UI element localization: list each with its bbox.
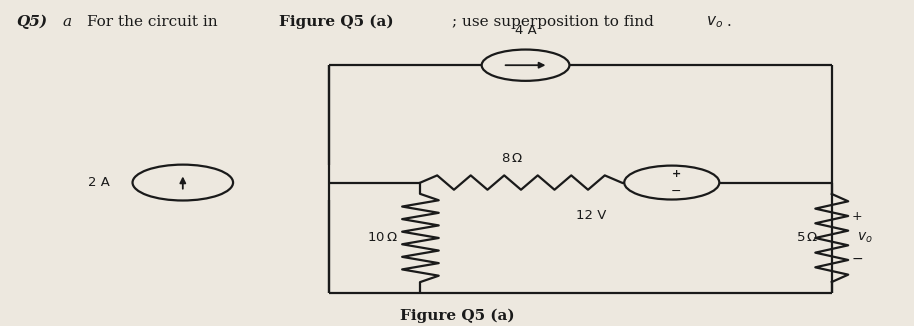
Text: −: − xyxy=(852,252,864,266)
Text: 12 V: 12 V xyxy=(576,209,606,222)
Text: Q5): Q5) xyxy=(16,15,48,29)
Text: 2 A: 2 A xyxy=(88,176,110,189)
Text: Figure Q5 (a): Figure Q5 (a) xyxy=(279,15,393,29)
Text: $10\,\Omega$: $10\,\Omega$ xyxy=(367,231,398,244)
Text: a: a xyxy=(62,15,71,29)
Text: 4 A: 4 A xyxy=(515,23,537,37)
Text: $8\,\Omega$: $8\,\Omega$ xyxy=(501,152,523,165)
Text: For the circuit in: For the circuit in xyxy=(87,15,222,29)
Text: $v_o$: $v_o$ xyxy=(706,15,723,30)
Text: $v_o$: $v_o$ xyxy=(857,231,873,245)
Text: +: + xyxy=(672,169,681,179)
Text: Figure Q5 (a): Figure Q5 (a) xyxy=(399,308,515,323)
Text: ; use superposition to find: ; use superposition to find xyxy=(452,15,659,29)
Text: $5\,\Omega$: $5\,\Omega$ xyxy=(796,231,818,244)
Text: −: − xyxy=(671,185,682,198)
Text: +: + xyxy=(852,210,863,223)
Text: .: . xyxy=(727,15,731,29)
